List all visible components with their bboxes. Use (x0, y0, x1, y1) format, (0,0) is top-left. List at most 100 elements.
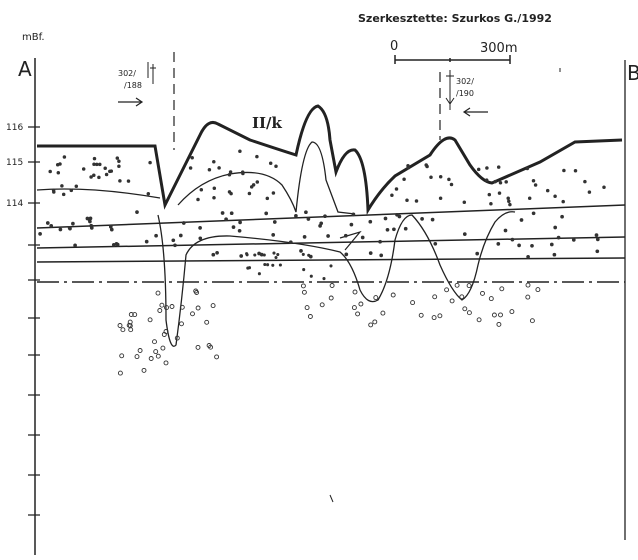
dot (477, 168, 480, 171)
dot (68, 226, 71, 229)
dot (98, 176, 101, 179)
dot (218, 167, 221, 170)
dot (155, 234, 158, 237)
dot (526, 167, 529, 170)
dot (93, 174, 96, 177)
dot (531, 244, 534, 247)
dot (300, 250, 303, 253)
dot (407, 166, 410, 169)
dot (93, 157, 96, 160)
dot (272, 234, 275, 237)
axis-unit: mBf. (22, 32, 45, 43)
dot (396, 213, 399, 216)
dot (379, 240, 382, 243)
dot (118, 324, 122, 328)
dot (93, 163, 96, 166)
layer-line (37, 258, 625, 262)
dot (240, 255, 243, 258)
dot (327, 235, 330, 238)
dot (510, 310, 514, 314)
dot (352, 213, 355, 216)
dot (448, 178, 451, 181)
dot (136, 211, 139, 214)
dot (256, 155, 259, 158)
dot (156, 291, 160, 295)
dot (199, 227, 202, 230)
dot (269, 162, 272, 165)
dot (105, 173, 108, 176)
dot (238, 229, 241, 232)
dot (59, 228, 62, 231)
dot (110, 228, 113, 231)
dot (504, 229, 507, 232)
dot (254, 254, 256, 256)
dot (319, 225, 322, 228)
speck (330, 68, 560, 502)
dot (149, 161, 152, 164)
dot (303, 269, 305, 271)
dot (182, 222, 185, 225)
dot (275, 165, 278, 168)
dot (196, 345, 200, 349)
dot (160, 303, 164, 307)
dot (463, 233, 466, 236)
unit-label: II/k (252, 114, 283, 132)
dot (350, 223, 353, 226)
dot (463, 307, 467, 311)
dot (138, 349, 142, 353)
well-arrow (118, 98, 142, 106)
dot (490, 202, 493, 205)
dot (595, 234, 598, 237)
dot (415, 200, 418, 203)
dot (264, 263, 266, 265)
dot (142, 368, 146, 372)
dot (252, 184, 255, 187)
well-symbol (446, 70, 454, 110)
dot (86, 217, 89, 220)
dot (432, 316, 436, 320)
dot (239, 150, 242, 153)
dot (289, 241, 292, 244)
dot (393, 228, 396, 231)
dot (158, 309, 162, 313)
dot (489, 297, 493, 301)
dot (329, 296, 333, 300)
dot (455, 283, 459, 287)
dot (279, 264, 281, 266)
dot (90, 227, 93, 230)
dot (179, 234, 182, 237)
dot (189, 167, 192, 170)
dot (320, 303, 324, 307)
dot (221, 212, 224, 215)
well-number: 302/ (118, 69, 136, 78)
dot (172, 239, 175, 242)
dot (532, 179, 535, 182)
dot (450, 299, 454, 303)
dot (359, 302, 363, 306)
dot (330, 284, 334, 288)
dot (118, 160, 121, 163)
dot (62, 193, 65, 196)
dot (381, 311, 385, 315)
dot (527, 255, 530, 258)
dot (258, 252, 261, 255)
dot (356, 312, 360, 316)
dot (439, 176, 442, 179)
dot (323, 278, 325, 280)
dot (180, 322, 184, 326)
dot (46, 222, 49, 225)
dot (481, 291, 485, 295)
dot (497, 322, 501, 326)
dot (497, 166, 500, 169)
dot (212, 253, 215, 256)
dot (508, 200, 511, 203)
dot (303, 236, 306, 239)
dot (197, 198, 200, 201)
dot (90, 176, 93, 179)
dot (191, 312, 195, 316)
dot (509, 203, 512, 206)
dot (494, 180, 497, 183)
dot (498, 192, 501, 195)
dot (213, 187, 216, 190)
dot (391, 293, 395, 297)
